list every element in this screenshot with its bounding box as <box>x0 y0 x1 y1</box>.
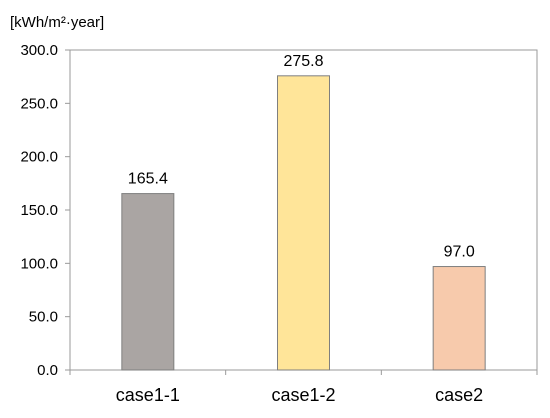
y-axis-unit-label: [kWh/m²·year] <box>10 14 104 31</box>
y-tick-label: 100.0 <box>20 255 58 272</box>
bar-case1-2 <box>277 75 330 371</box>
bar-case1-1 <box>121 193 175 371</box>
y-tick-label: 300.0 <box>20 42 58 59</box>
x-category-label: case1-2 <box>271 385 335 405</box>
y-tick-label: 200.0 <box>20 149 58 166</box>
x-category-label: case2 <box>435 385 483 405</box>
y-tick-label: 150.0 <box>20 202 58 219</box>
y-tick-label: 50.0 <box>29 309 58 326</box>
y-tick-label: 250.0 <box>20 95 58 112</box>
y-tick-label: 0.0 <box>37 362 58 379</box>
data-label-case1-2: 275.8 <box>283 53 323 70</box>
data-label-case1-1: 165.4 <box>128 171 168 188</box>
bar-case2 <box>432 266 486 371</box>
data-label-case2: 97.0 <box>444 244 475 261</box>
x-category-label: case1-1 <box>116 385 180 405</box>
